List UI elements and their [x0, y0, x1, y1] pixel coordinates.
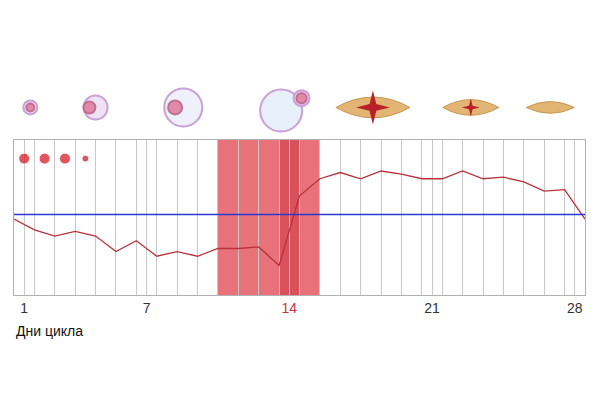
svg-text:Дни цикла: Дни цикла — [16, 323, 83, 339]
svg-text:1: 1 — [20, 300, 28, 316]
svg-text:21: 21 — [424, 300, 440, 316]
svg-text:14: 14 — [282, 300, 298, 316]
svg-text:28: 28 — [567, 300, 583, 316]
svg-text:7: 7 — [143, 300, 151, 316]
